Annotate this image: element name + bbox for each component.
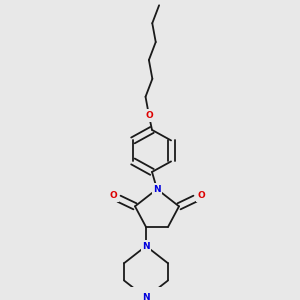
- Text: O: O: [197, 191, 205, 200]
- Text: O: O: [145, 111, 153, 120]
- Text: O: O: [109, 191, 117, 200]
- Text: N: N: [142, 293, 150, 300]
- Text: N: N: [153, 184, 161, 194]
- Text: N: N: [142, 242, 150, 250]
